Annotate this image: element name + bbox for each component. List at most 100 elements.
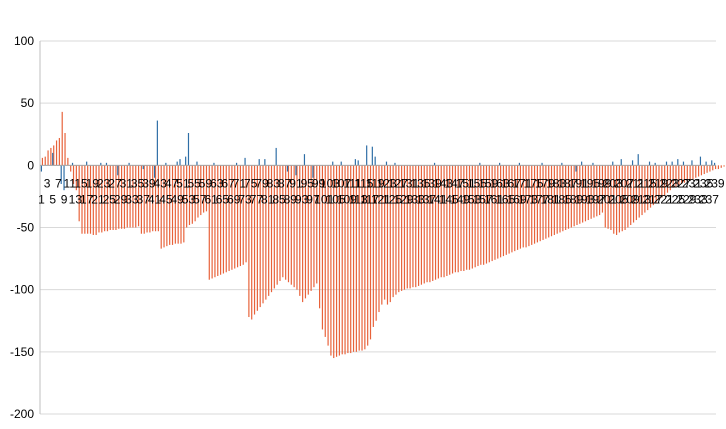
bar-blue — [592, 162, 594, 166]
bar-orange — [519, 165, 522, 249]
bar-orange — [723, 165, 725, 167]
bar-blue — [581, 161, 583, 166]
bar-orange — [700, 165, 703, 176]
bar-orange — [683, 165, 686, 183]
bar-orange — [471, 165, 473, 269]
bar-orange — [338, 165, 340, 356]
bar-blue — [699, 156, 702, 166]
bar-orange — [330, 165, 332, 356]
bar-orange — [567, 165, 570, 229]
bar-orange — [87, 165, 89, 234]
y-tick-label: 0 — [27, 158, 34, 172]
bar-orange — [426, 165, 428, 283]
bar-orange — [92, 165, 94, 235]
bar-blue — [303, 154, 306, 166]
x-tick-label: 121 — [371, 192, 391, 206]
bar-orange — [152, 165, 154, 232]
bar-orange — [525, 165, 527, 248]
bar-orange — [655, 165, 657, 203]
x-tick-label: 87 — [278, 176, 292, 190]
bar-orange — [248, 165, 250, 318]
x-tick-label: 49 — [171, 192, 185, 206]
bar-blue — [518, 162, 521, 166]
bar-blue — [196, 161, 198, 166]
bar-blue — [499, 162, 501, 166]
y-tick-label: 100 — [14, 34, 34, 48]
x-tick-label: 223 — [659, 176, 679, 190]
bar-orange — [483, 165, 485, 265]
bar-orange — [364, 165, 366, 350]
x-tick-label: 173 — [518, 192, 538, 206]
bar-orange — [293, 165, 295, 288]
bar-orange — [664, 165, 666, 196]
x-tick-label: 125 — [382, 192, 402, 206]
bar-orange — [310, 165, 312, 291]
x-tick-label: 37 — [137, 192, 151, 206]
bar-orange — [115, 165, 117, 230]
bar-orange — [228, 165, 230, 272]
bar-orange — [703, 165, 705, 175]
bar-blue — [705, 161, 707, 166]
x-tick-label: 147 — [444, 176, 464, 190]
bar-orange — [709, 165, 711, 172]
y-tick-label: -150 — [10, 345, 34, 359]
bar-orange — [163, 165, 165, 248]
x-tick-label: 1 — [38, 192, 45, 206]
bar-orange — [222, 165, 225, 274]
bar-orange — [296, 165, 298, 290]
bar-orange — [104, 165, 106, 232]
bar-orange — [341, 165, 343, 355]
bar-blue — [479, 162, 481, 166]
x-tick-label: 187 — [557, 176, 577, 190]
bar-orange — [171, 165, 174, 245]
x-tick-label: 7 — [55, 176, 62, 190]
bar-orange — [545, 165, 547, 239]
x-tick-label: 175 — [524, 176, 544, 190]
bar-orange — [403, 165, 406, 290]
bar-orange — [417, 165, 420, 286]
bar-orange — [211, 165, 213, 279]
bar-orange — [522, 165, 524, 248]
x-tick-label: 131 — [399, 176, 419, 190]
x-tick-label: 145 — [439, 192, 459, 206]
bar-orange — [109, 165, 111, 230]
bar-orange — [556, 165, 558, 234]
bar-orange — [514, 165, 516, 252]
bar-blue — [711, 160, 713, 166]
bar-orange — [641, 165, 643, 216]
bar-orange — [692, 165, 694, 180]
bar-orange — [157, 165, 159, 232]
bar-orange — [234, 165, 236, 269]
bar-blue — [153, 165, 156, 178]
bar-orange — [197, 165, 199, 218]
bar-blue — [40, 165, 43, 172]
bar-blue — [156, 120, 158, 166]
bar-orange — [528, 165, 530, 247]
x-tick-label: 31 — [120, 176, 134, 190]
bar-orange — [313, 165, 315, 288]
x-tick-label: 105 — [326, 192, 346, 206]
x-tick-label: 199 — [591, 176, 611, 190]
bar-orange — [497, 165, 499, 259]
bar-orange — [259, 165, 261, 308]
x-tick-label: 21 — [91, 192, 105, 206]
x-tick-label: 217 — [642, 192, 662, 206]
bar-orange — [686, 165, 688, 182]
bar-orange — [299, 165, 301, 296]
bar-orange — [118, 165, 120, 229]
x-tick-label: 3 — [44, 176, 51, 190]
bar-orange — [443, 165, 445, 278]
bar-orange — [285, 165, 287, 280]
bar-blue — [332, 161, 334, 166]
bar-orange — [695, 165, 697, 178]
bar-orange — [468, 165, 471, 270]
bar-orange — [474, 165, 476, 268]
bar-blue — [71, 162, 74, 166]
bar-orange — [50, 147, 52, 166]
bar-orange — [307, 165, 309, 295]
bar-orange — [239, 165, 241, 267]
bar-blue — [354, 159, 356, 166]
bar-orange — [61, 111, 63, 166]
bar-orange — [488, 165, 490, 263]
bar-orange — [58, 137, 60, 166]
